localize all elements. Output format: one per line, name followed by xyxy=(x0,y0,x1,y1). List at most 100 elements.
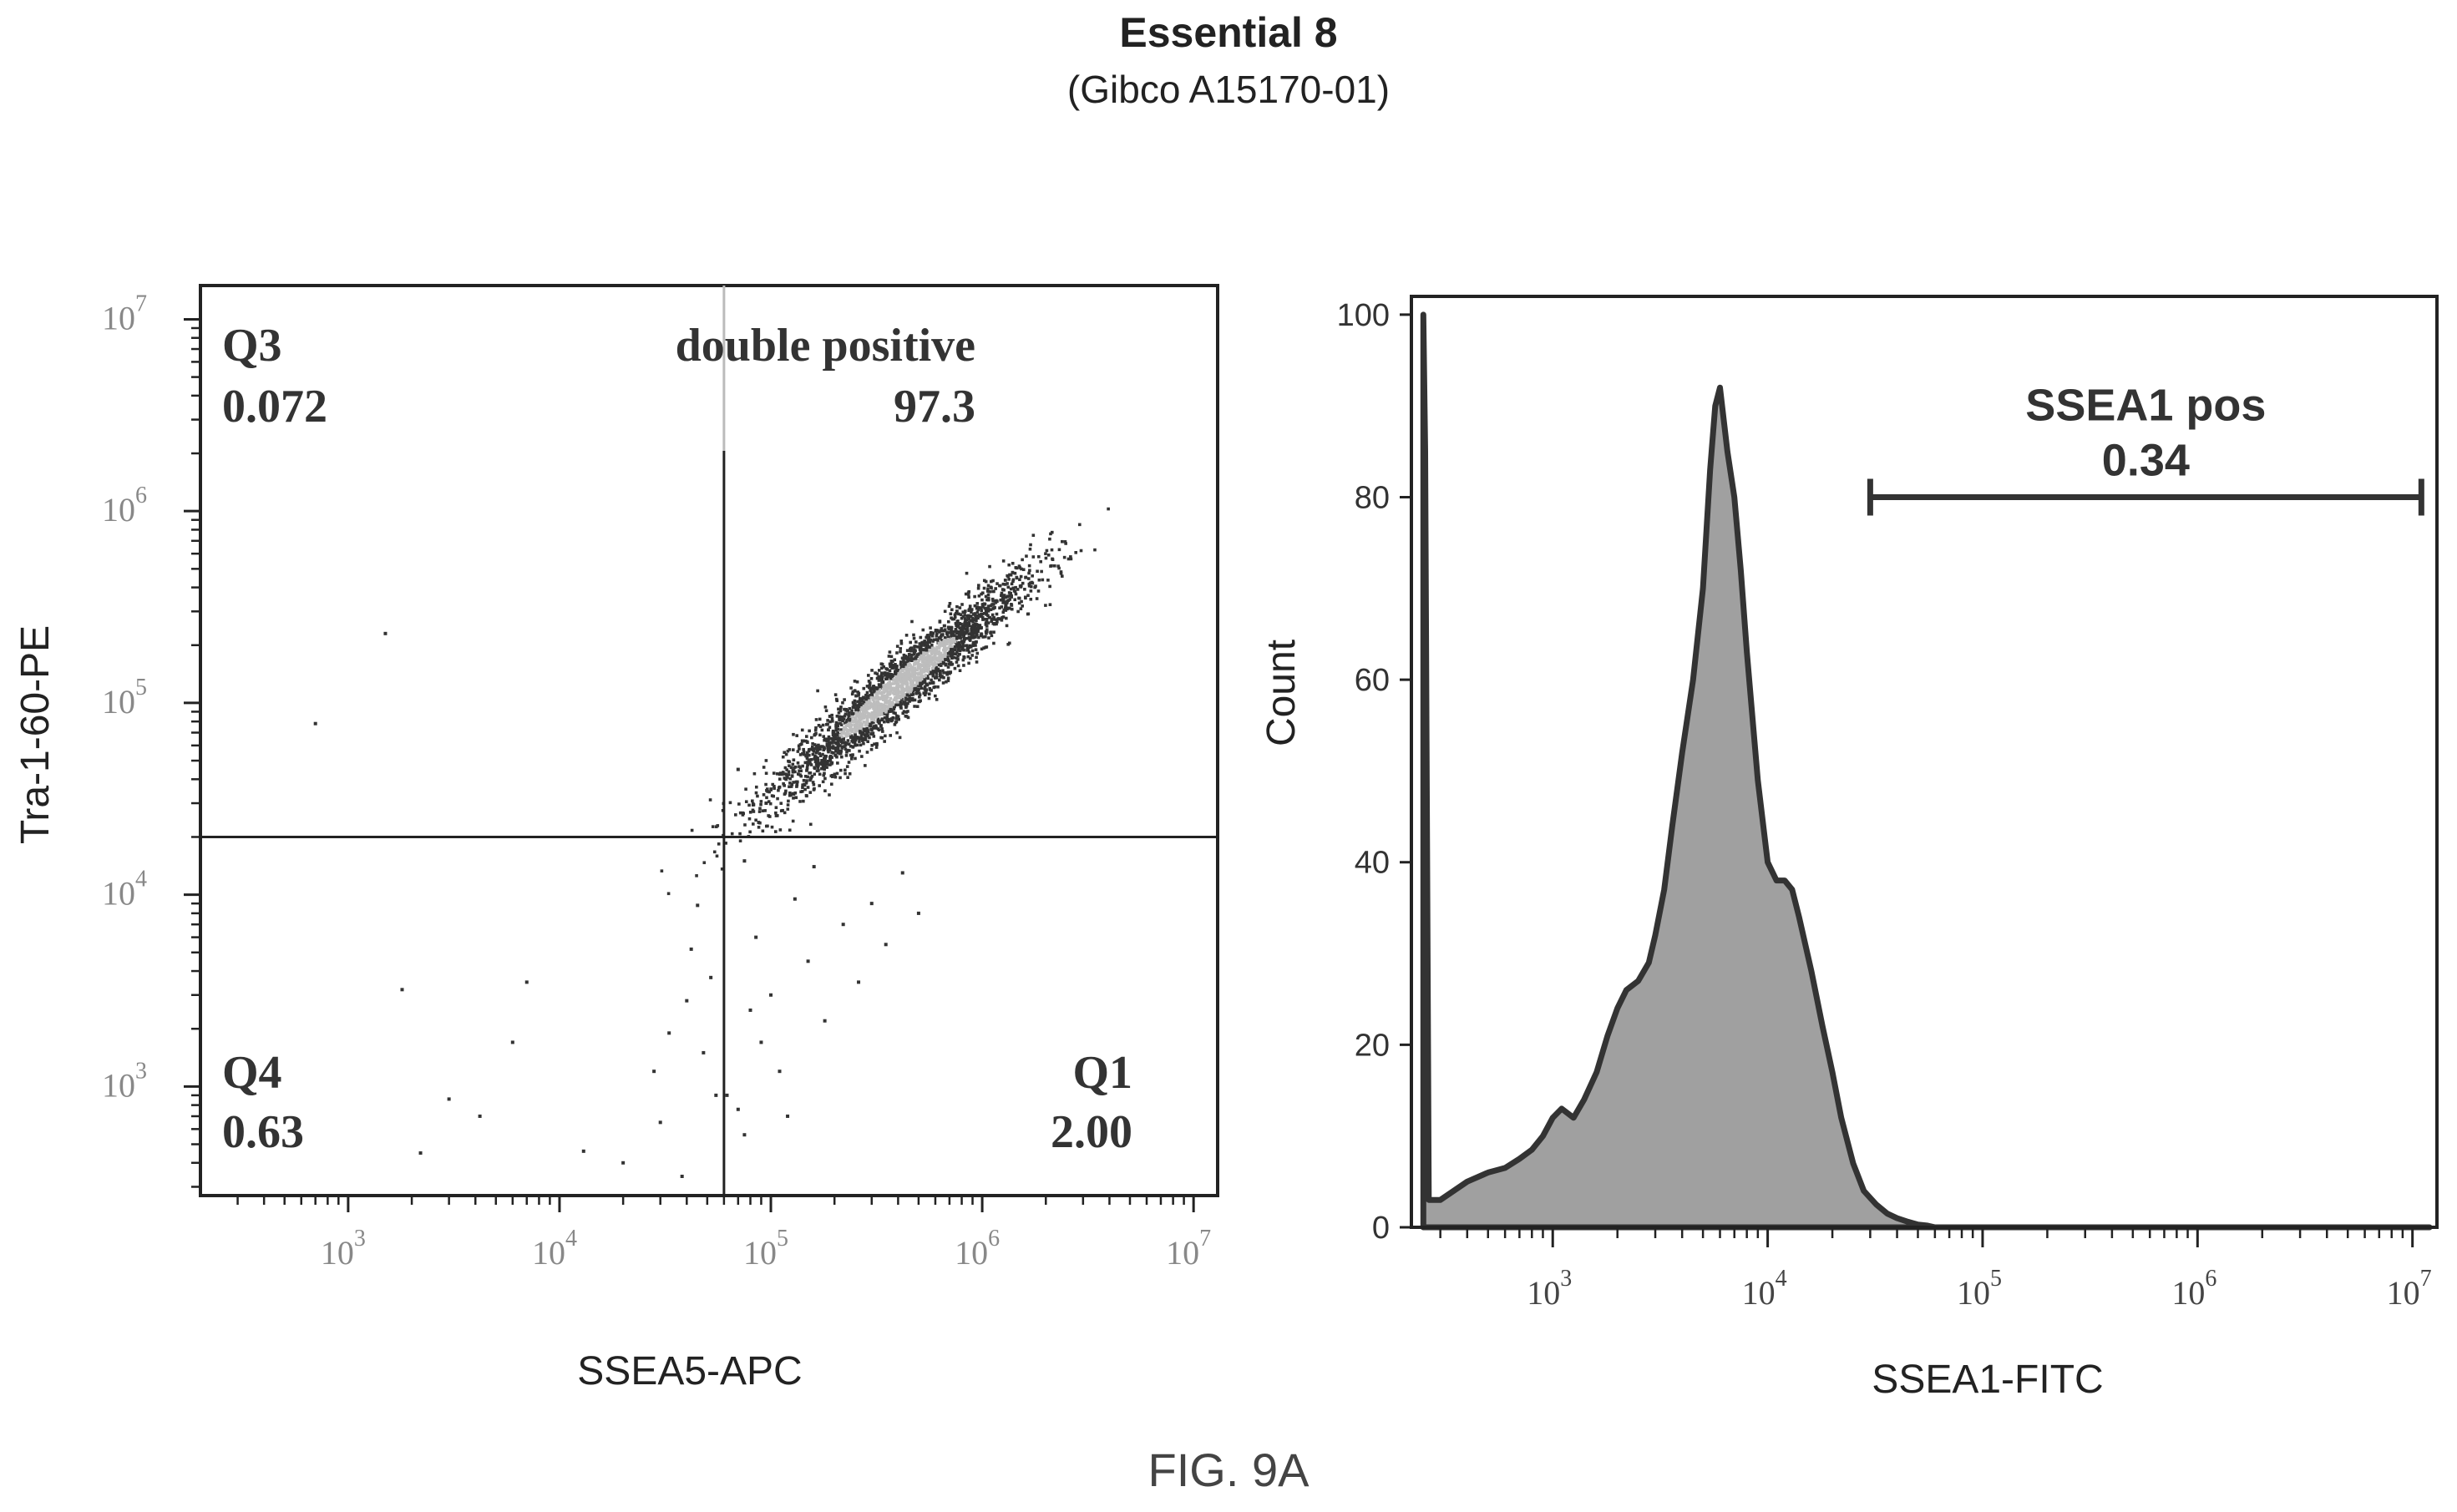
dotplot-point xyxy=(924,690,928,694)
dotplot-point xyxy=(896,700,899,704)
y-tick-label: 104 xyxy=(102,867,147,913)
figure-title: Essential 8 xyxy=(1119,9,1338,56)
dotplot-point xyxy=(865,703,869,706)
dotplot-point xyxy=(889,701,893,705)
dotplot-point xyxy=(854,732,857,736)
dotplot-point xyxy=(930,643,934,647)
dotplot-point xyxy=(869,703,873,706)
dotplot-point xyxy=(969,614,973,618)
dotplot-point xyxy=(942,639,946,642)
dotplot-point xyxy=(990,634,994,638)
dotplot-point xyxy=(873,701,877,705)
dotplot-point xyxy=(985,619,989,623)
dotplot-point xyxy=(1036,569,1039,574)
dotplot-point xyxy=(828,720,832,724)
dotplot-point xyxy=(816,758,820,762)
dotplot-point xyxy=(784,789,788,793)
dotplot-point xyxy=(1007,641,1011,645)
dotplot-x-label: SSEA5-APC xyxy=(577,1349,802,1393)
dotplot-point xyxy=(1044,604,1047,607)
dotplot-point xyxy=(858,749,861,753)
dotplot-point xyxy=(897,679,901,682)
dotplot-point xyxy=(870,718,874,721)
dotplot-point xyxy=(943,655,947,659)
dotplot-point xyxy=(922,691,926,695)
dotplot-point xyxy=(918,693,922,697)
dotplot-point xyxy=(982,579,986,583)
dotplot-point xyxy=(984,594,988,599)
dotplot-point xyxy=(843,714,847,718)
dotplot-point xyxy=(804,735,808,738)
dotplot-point xyxy=(851,753,854,756)
dotplot-point xyxy=(929,655,932,658)
dotplot-point xyxy=(992,641,995,645)
dotplot-point xyxy=(783,792,787,796)
dotplot-point xyxy=(967,608,971,612)
dotplot-point xyxy=(932,650,935,655)
dotplot-point xyxy=(809,757,813,761)
dotplot-point xyxy=(969,656,972,660)
dotplot-point xyxy=(923,678,927,681)
dotplot-point xyxy=(840,755,843,759)
dotplot-point xyxy=(876,702,880,706)
dotplot-point xyxy=(818,717,822,721)
dotplot-point xyxy=(967,621,971,625)
y-tick-label: 100 xyxy=(1337,298,1390,333)
dotplot-point xyxy=(932,664,936,668)
dotplot-point xyxy=(953,630,957,634)
dotplot-point xyxy=(934,694,937,698)
dotplot-point xyxy=(1011,571,1015,574)
dotplot-point xyxy=(957,632,961,636)
dotplot-point xyxy=(995,612,999,616)
dotplot-point xyxy=(803,787,807,791)
dotplot-point xyxy=(947,659,950,663)
dotplot-point xyxy=(920,648,924,651)
dotplot-point xyxy=(858,710,862,715)
dotplot-outlier xyxy=(793,897,797,901)
dotplot-point xyxy=(1093,548,1097,552)
dotplot-point xyxy=(946,676,950,680)
dotplot-point xyxy=(860,715,864,719)
dotplot-point xyxy=(960,640,964,643)
dotplot-point xyxy=(903,656,906,660)
dotplot-point xyxy=(971,619,975,624)
dotplot-point xyxy=(985,625,989,628)
dotplot-point xyxy=(773,784,776,788)
dotplot-point xyxy=(958,606,962,609)
dotplot-point xyxy=(1029,597,1033,601)
dotplot-point xyxy=(887,710,891,714)
dotplot-point xyxy=(780,772,784,776)
dotplot-point xyxy=(769,788,773,791)
dotplot-point xyxy=(941,657,945,660)
dotplot-point xyxy=(828,793,831,796)
dotplot-point xyxy=(846,728,850,732)
dotplot-point xyxy=(889,676,893,680)
dotplot-point xyxy=(986,609,990,613)
dotplot-point xyxy=(913,650,917,654)
dotplot-point xyxy=(854,727,858,731)
dotplot-point xyxy=(986,621,990,625)
dotplot-point xyxy=(901,686,904,690)
dotplot-outlier xyxy=(524,980,529,984)
dotplot-point xyxy=(858,700,862,703)
dotplot-point xyxy=(899,671,902,675)
dotplot-point xyxy=(869,695,874,700)
dotplot-point xyxy=(925,635,928,640)
dotplot-point xyxy=(773,830,778,833)
dotplot-point xyxy=(991,599,995,603)
dotplot-point xyxy=(862,721,866,724)
dotplot-point xyxy=(711,825,715,828)
dotplot-point xyxy=(803,775,808,778)
dotplot-point xyxy=(940,638,944,642)
dotplot-point xyxy=(1021,568,1026,572)
dotplot-point xyxy=(879,684,884,687)
dotplot-point xyxy=(796,761,800,765)
dotplot-point xyxy=(919,684,923,688)
dotplot-point xyxy=(838,776,842,780)
dotplot-point xyxy=(870,669,874,672)
dotplot-point xyxy=(998,584,1002,588)
dotplot-point xyxy=(1007,563,1011,567)
dotplot-point xyxy=(861,739,864,742)
dotplot-point xyxy=(894,672,898,675)
dotplot-point xyxy=(925,651,929,655)
